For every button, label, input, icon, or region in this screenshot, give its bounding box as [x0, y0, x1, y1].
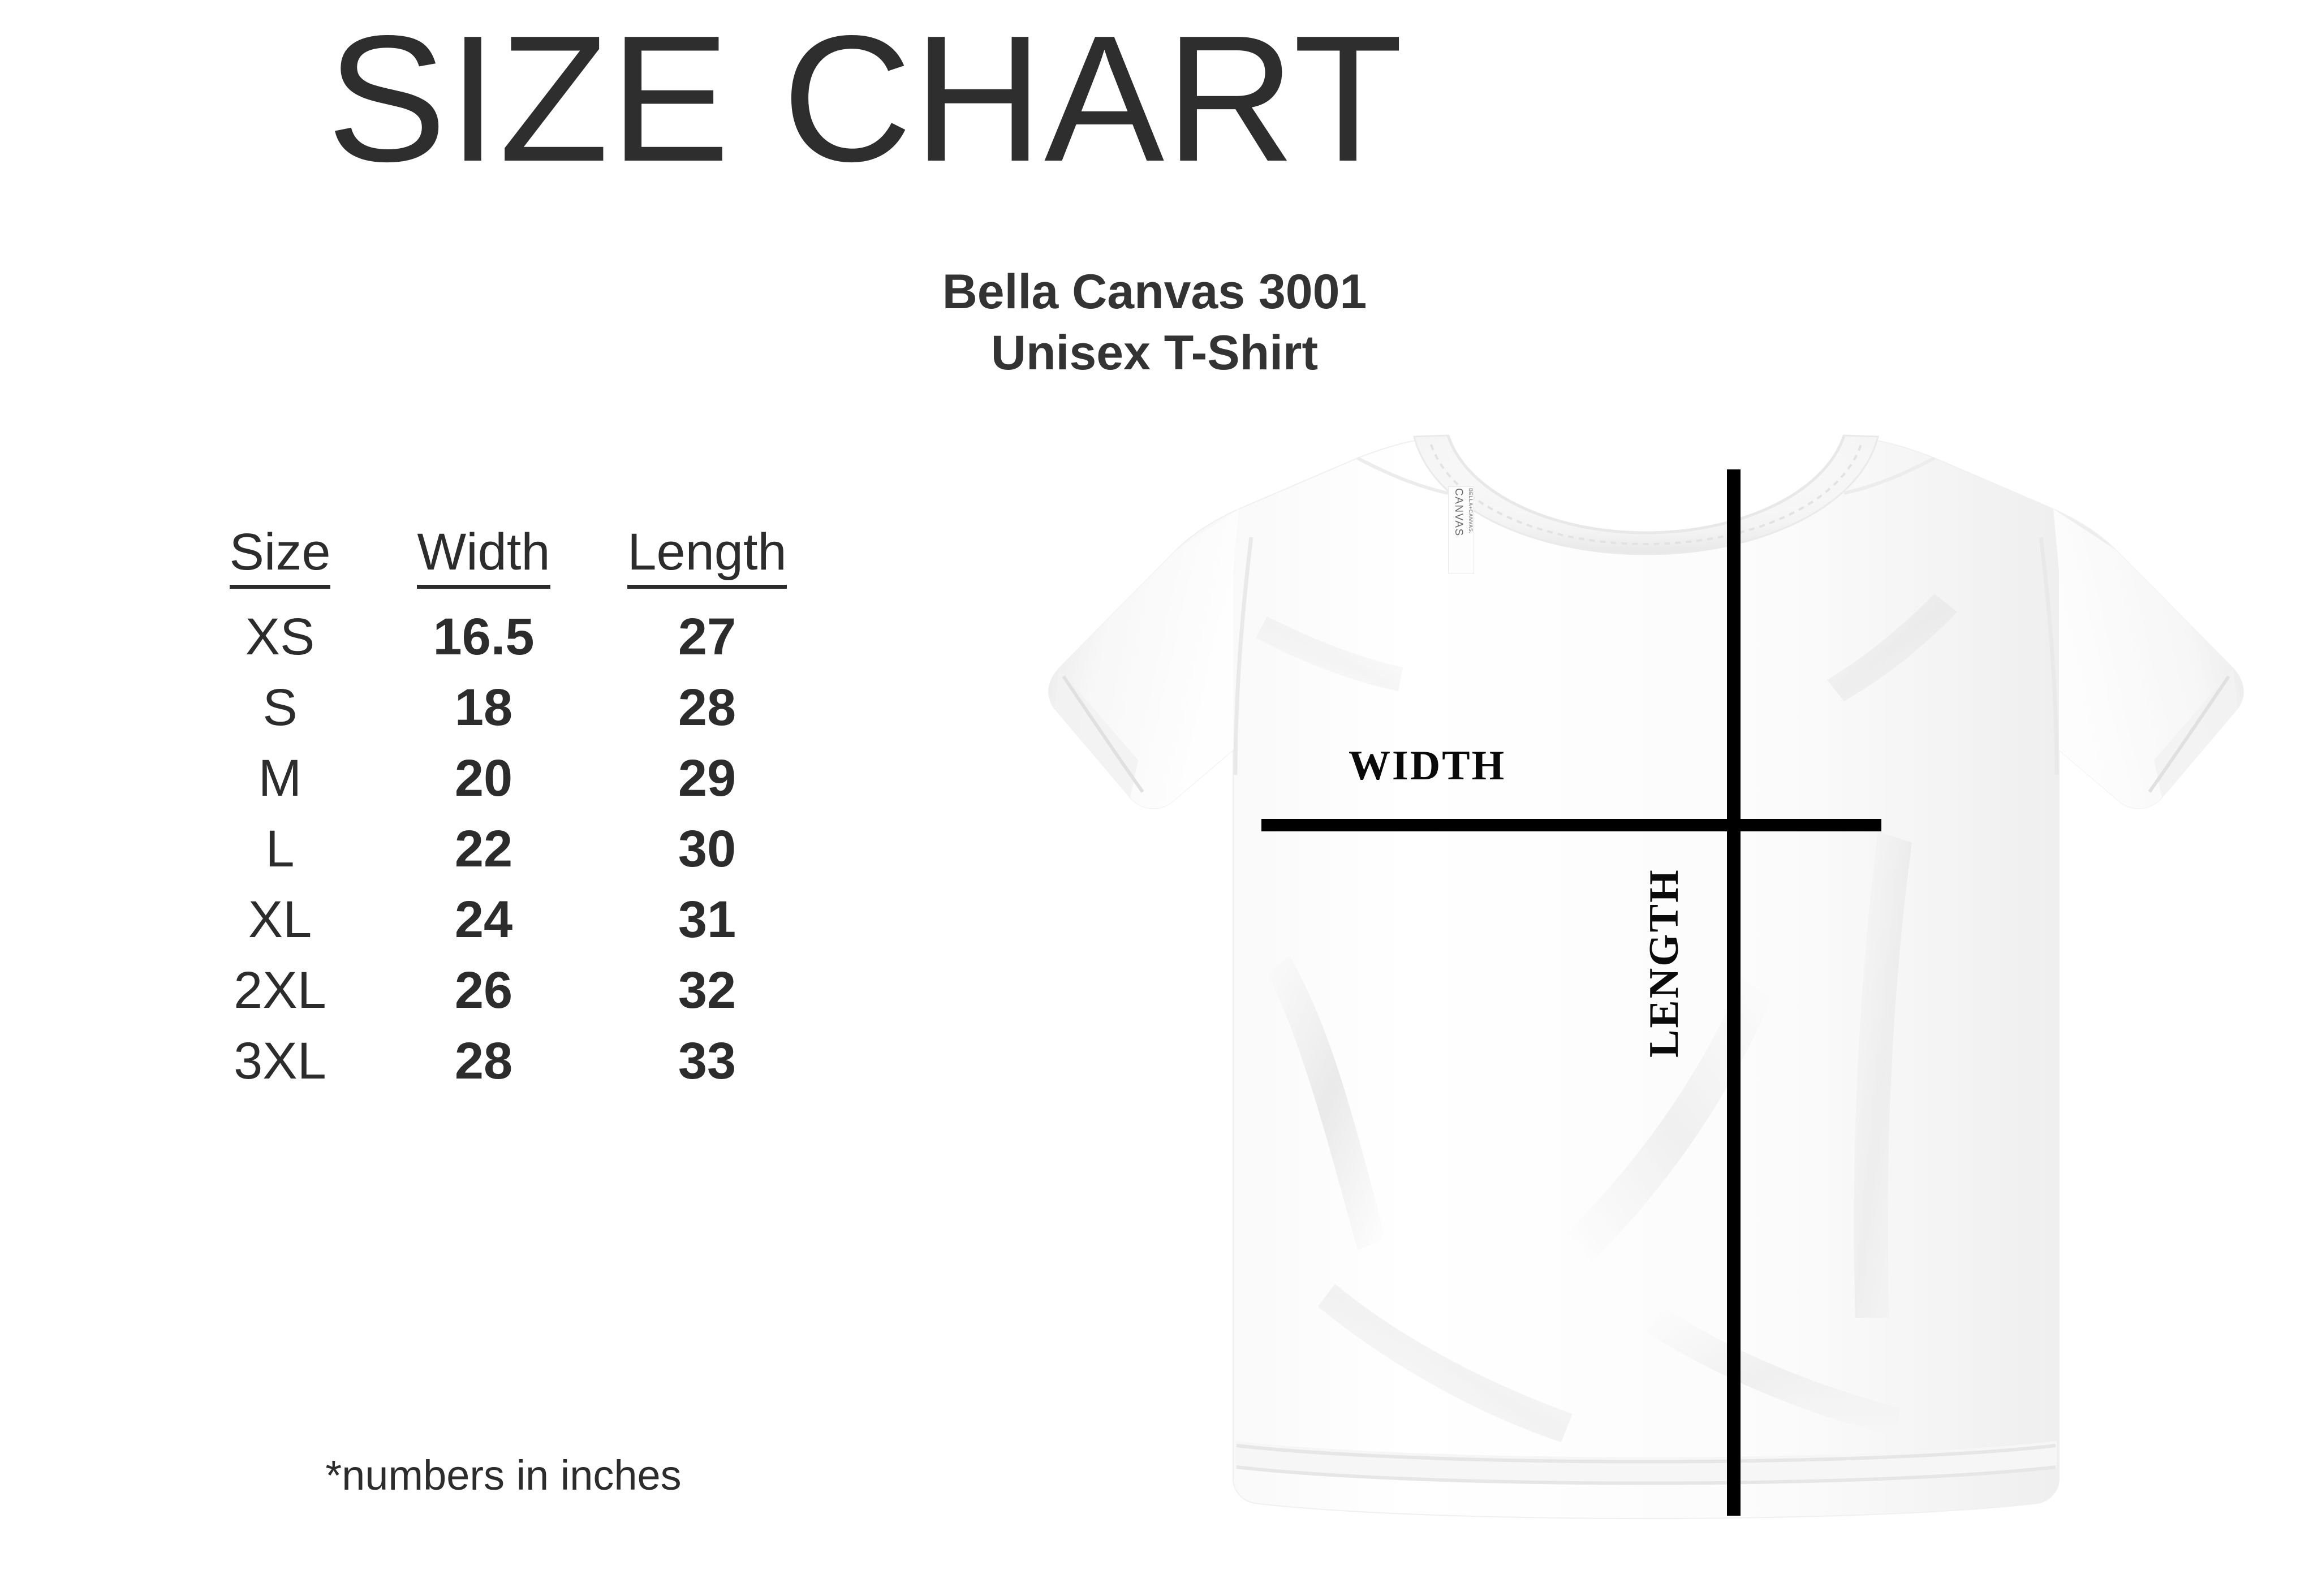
table-row: L 22 30: [187, 823, 820, 875]
table-row: S 18 28: [187, 681, 820, 734]
product-name: Bella Canvas 3001: [942, 265, 1367, 319]
cell-length: 31: [678, 891, 736, 948]
width-measure-label: WIDTH: [1349, 743, 1506, 789]
page-title: SIZE CHART: [326, 0, 1405, 199]
column-header-size: Size: [187, 526, 373, 592]
cell-size: M: [258, 749, 302, 807]
units-footnote: *numbers in inches: [325, 1452, 682, 1499]
cell-length: 28: [678, 679, 736, 736]
length-measure-label: LENGTH: [1641, 868, 1687, 1058]
neck-tag-brand-text: CANVAS: [1453, 488, 1464, 537]
width-measure-line: [1261, 819, 1881, 831]
cell-width: 26: [454, 961, 513, 1019]
table-row: 3XL 28 33: [187, 1035, 820, 1087]
cell-width: 16.5: [433, 608, 535, 666]
cell-width: 20: [454, 749, 513, 807]
cell-size: 2XL: [234, 961, 326, 1019]
product-type: Unisex T-Shirt: [990, 326, 1319, 381]
cell-length: 29: [678, 749, 736, 807]
cell-length: 27: [678, 608, 736, 666]
product-subtitle: Bella Canvas 3001 Unisex T-Shirt: [0, 261, 2309, 384]
cell-length: 32: [678, 961, 736, 1019]
size-table: Size Width Length XS 16.5 27 S 18 28 M 2…: [187, 526, 820, 1087]
cell-length: 30: [678, 820, 736, 878]
table-header-row: Size Width Length: [187, 526, 820, 592]
table-row: M 20 29: [187, 752, 820, 804]
neck-tag-sub-text: BELLA+CANVAS.: [1468, 488, 1474, 534]
cell-width: 18: [454, 679, 513, 736]
cell-width: 28: [454, 1032, 513, 1090]
cell-size: L: [265, 820, 295, 878]
cell-length: 33: [678, 1032, 736, 1090]
table-row: XS 16.5 27: [187, 611, 820, 663]
tshirt-diagram: CANVAS BELLA+CANVAS. WIDTH LENGTH: [996, 402, 2297, 1550]
column-header-width: Width: [373, 526, 594, 592]
cell-width: 22: [454, 820, 513, 878]
table-row: XL 24 31: [187, 894, 820, 946]
cell-size: XS: [245, 608, 315, 666]
cell-size: 3XL: [234, 1032, 326, 1090]
neck-tag: CANVAS BELLA+CANVAS.: [1448, 486, 1474, 573]
tshirt-illustration: [1048, 434, 2244, 1519]
cell-width: 24: [454, 891, 513, 948]
cell-size: XL: [248, 891, 312, 948]
cell-size: S: [262, 679, 298, 736]
table-row: 2XL 26 32: [187, 964, 820, 1016]
column-header-length: Length: [594, 526, 820, 592]
length-measure-line: [1727, 469, 1741, 1516]
